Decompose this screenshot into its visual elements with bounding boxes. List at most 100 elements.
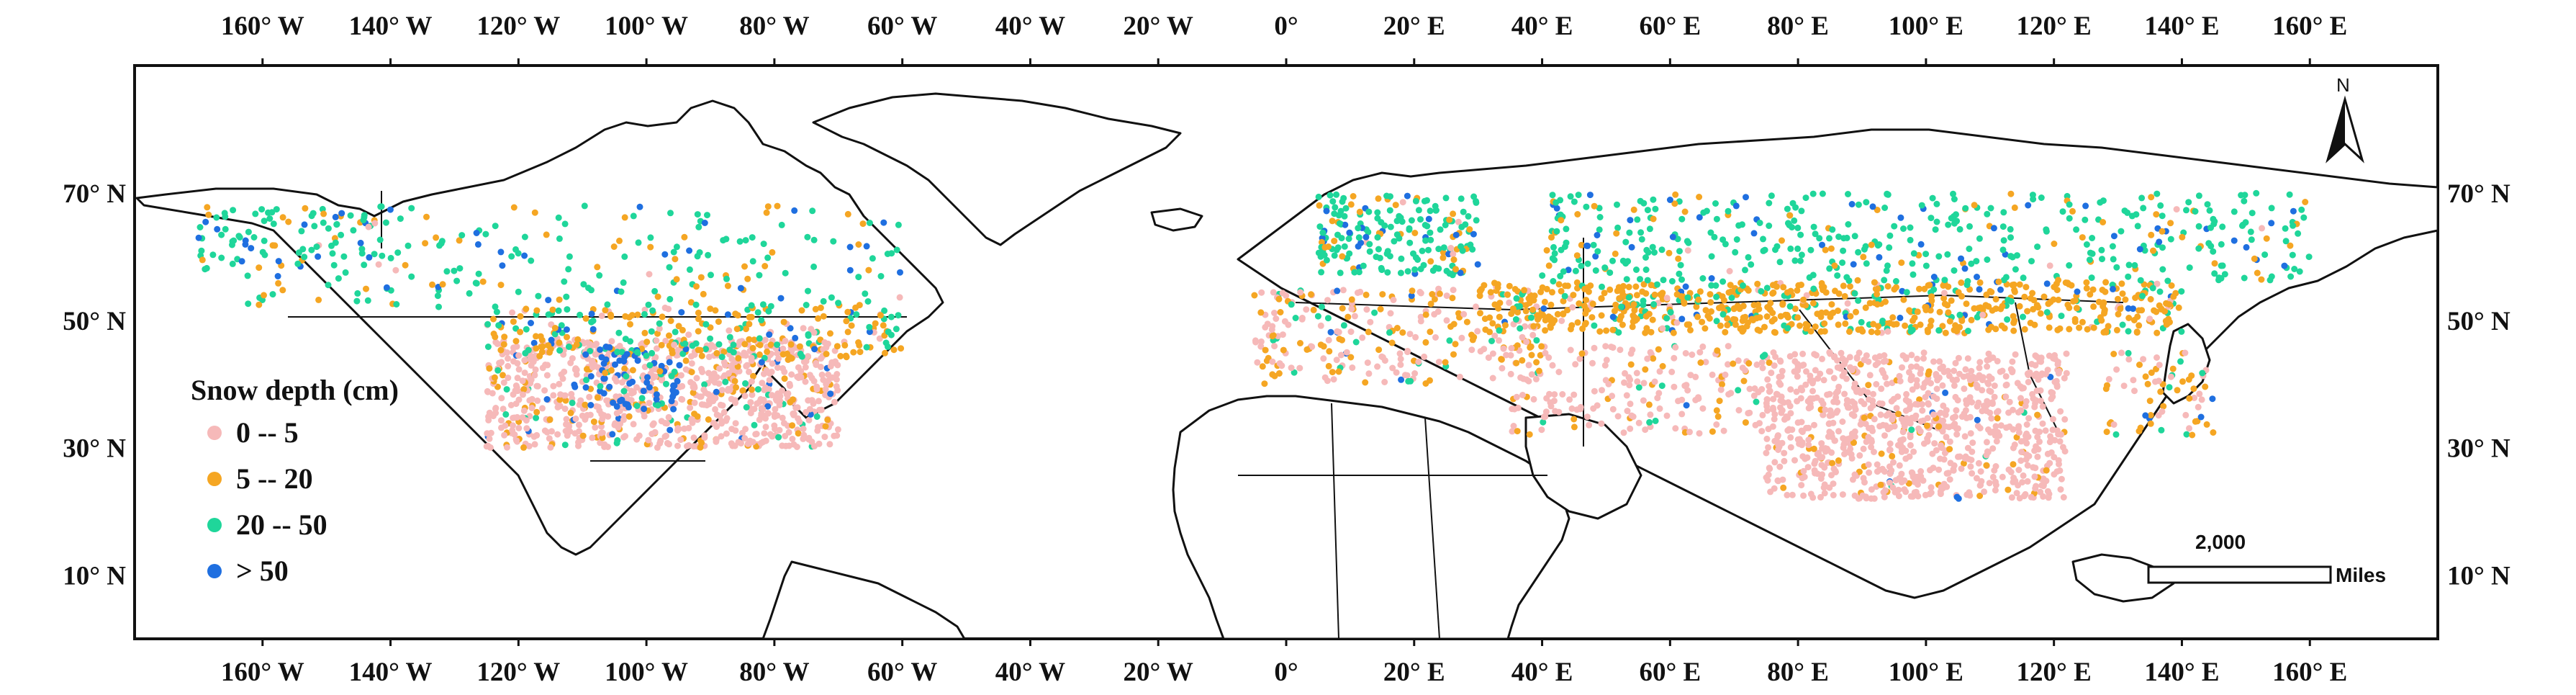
legend-title: Snow depth (cm) xyxy=(191,374,399,406)
station-point xyxy=(547,444,554,451)
station-point xyxy=(1940,456,1948,463)
station-point xyxy=(1872,362,1879,369)
station-point xyxy=(422,240,429,247)
station-point xyxy=(898,345,905,352)
station-point xyxy=(2140,205,2147,212)
station-point xyxy=(1355,234,1362,241)
station-point xyxy=(1314,313,1321,320)
station-point xyxy=(2128,212,2136,220)
station-point xyxy=(1860,445,1867,452)
station-point xyxy=(1774,477,1781,484)
station-point xyxy=(897,269,903,276)
station-point xyxy=(1625,284,1632,290)
station-point xyxy=(475,270,482,277)
station-point xyxy=(751,336,758,344)
station-point xyxy=(2034,453,2041,460)
station-point xyxy=(1291,369,1298,376)
station-point xyxy=(607,367,615,374)
station-point xyxy=(618,349,625,356)
station-point xyxy=(1886,440,1894,447)
station-point xyxy=(1874,207,1881,213)
station-point xyxy=(1828,301,1835,308)
station-point xyxy=(528,362,535,369)
station-point xyxy=(568,390,575,398)
station-point xyxy=(1764,477,1771,484)
station-point xyxy=(1821,320,1828,327)
station-point xyxy=(1469,336,1476,344)
station-point xyxy=(2089,286,2097,293)
station-point xyxy=(1576,355,1583,362)
station-point xyxy=(1391,238,1398,245)
station-point xyxy=(1984,210,1991,218)
station-point xyxy=(1845,221,1852,228)
station-point xyxy=(1547,403,1555,410)
station-point xyxy=(1659,363,1666,369)
station-point xyxy=(1913,382,1920,389)
station-point xyxy=(1550,398,1558,405)
station-point xyxy=(692,340,700,347)
station-point xyxy=(538,349,546,356)
station-point xyxy=(1822,309,1830,316)
station-point xyxy=(685,441,692,449)
station-point xyxy=(2036,429,2043,436)
station-point xyxy=(1716,305,1722,312)
station-point xyxy=(1678,411,1686,418)
station-point xyxy=(1526,431,1533,438)
station-point xyxy=(492,223,499,230)
station-point xyxy=(1341,243,1348,250)
station-point xyxy=(869,255,876,262)
station-point xyxy=(2031,473,2038,480)
station-point xyxy=(1968,260,1975,267)
station-point xyxy=(644,374,651,381)
station-point xyxy=(1601,290,1608,297)
station-point xyxy=(1804,464,1812,471)
station-point xyxy=(1615,329,1622,336)
station-point xyxy=(2243,243,2250,251)
station-point xyxy=(805,287,811,295)
top-lon-tick-label: 100° E xyxy=(1889,12,1963,41)
station-point xyxy=(1590,405,1597,412)
station-point xyxy=(221,210,228,217)
station-point xyxy=(1764,407,1771,414)
station-point xyxy=(1696,194,1703,200)
station-point xyxy=(1866,469,1873,476)
station-point xyxy=(1797,231,1804,238)
station-point xyxy=(1819,190,1826,197)
station-point xyxy=(2051,284,2058,290)
station-point xyxy=(2296,268,2303,275)
station-point xyxy=(484,430,491,437)
station-point xyxy=(732,427,739,434)
station-point xyxy=(601,375,608,382)
station-point xyxy=(701,220,708,226)
station-point xyxy=(1923,422,1930,429)
station-point xyxy=(1792,204,1799,211)
station-point xyxy=(1644,277,1651,284)
station-point xyxy=(2032,485,2039,492)
station-point xyxy=(679,396,686,403)
station-point xyxy=(1797,257,1804,264)
station-point xyxy=(332,213,339,220)
station-point xyxy=(1412,333,1419,341)
station-point xyxy=(693,375,700,382)
station-point xyxy=(1427,229,1434,236)
station-point xyxy=(1961,385,1968,393)
station-point xyxy=(1876,254,1883,261)
station-point xyxy=(1257,343,1265,350)
station-point xyxy=(1535,367,1542,375)
station-point xyxy=(2241,192,2249,199)
station-point xyxy=(1953,328,1961,335)
station-point xyxy=(1407,377,1414,385)
station-point xyxy=(2186,425,2192,432)
station-point xyxy=(744,275,751,282)
station-point xyxy=(2249,210,2256,217)
station-point xyxy=(1408,292,1415,300)
station-point xyxy=(1981,488,1988,496)
station-point xyxy=(2190,385,2197,393)
station-point xyxy=(1853,308,1859,315)
station-point xyxy=(1435,285,1442,292)
station-point xyxy=(866,323,873,331)
station-point xyxy=(1525,362,1532,369)
station-point xyxy=(1297,340,1303,346)
station-point xyxy=(566,428,574,435)
station-point xyxy=(1297,289,1304,296)
